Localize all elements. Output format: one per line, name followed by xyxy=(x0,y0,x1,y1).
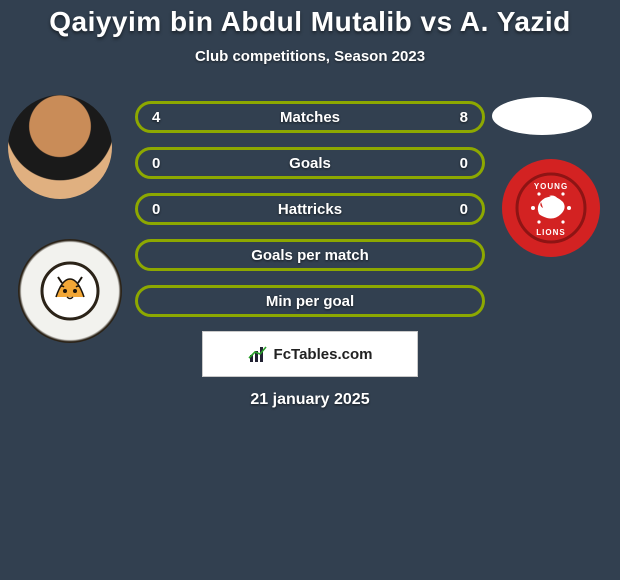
brand-box: FcTables.com xyxy=(202,331,418,377)
stat-value-left: 0 xyxy=(152,201,170,218)
svg-text:LIONS: LIONS xyxy=(536,228,565,237)
stat-value-right: 0 xyxy=(450,155,468,172)
stat-rows: 4 Matches 8 0 Goals 0 0 Hattricks 0 Goal… xyxy=(135,101,485,317)
bar-chart-icon xyxy=(248,344,268,364)
stat-row: 0 Goals 0 xyxy=(135,147,485,179)
stat-label: Matches xyxy=(138,109,482,126)
content-area: YOUNG LIONS 4 Matches 8 0 Goals 0 0 Hat xyxy=(0,101,620,409)
subtitle: Club competitions, Season 2023 xyxy=(0,48,620,65)
player1-club-badge xyxy=(18,239,122,343)
stat-value-left: 4 xyxy=(152,109,170,126)
player2-club-badge: YOUNG LIONS xyxy=(502,159,600,257)
stat-label: Hattricks xyxy=(138,201,482,218)
stat-value-left: 0 xyxy=(152,155,170,172)
brand-text: FcTables.com xyxy=(274,346,373,363)
stat-row: Goals per match xyxy=(135,239,485,271)
young-lions-badge-icon: YOUNG LIONS xyxy=(515,172,587,244)
svg-text:YOUNG: YOUNG xyxy=(534,182,568,191)
player1-photo xyxy=(8,95,112,199)
stat-row: 0 Hattricks 0 xyxy=(135,193,485,225)
comparison-card: Qaiyyim bin Abdul Mutalib vs A. Yazid Cl… xyxy=(0,0,620,409)
stat-label: Goals per match xyxy=(138,247,482,264)
stat-value-right: 0 xyxy=(450,201,468,218)
stat-label: Min per goal xyxy=(138,293,482,310)
stat-row: Min per goal xyxy=(135,285,485,317)
stat-value-right: 8 xyxy=(450,109,468,126)
date-text: 21 january 2025 xyxy=(0,391,620,409)
tiger-badge-icon xyxy=(40,261,100,321)
player2-photo-placeholder xyxy=(492,97,592,135)
stat-row: 4 Matches 8 xyxy=(135,101,485,133)
page-title: Qaiyyim bin Abdul Mutalib vs A. Yazid xyxy=(0,6,620,38)
stat-label: Goals xyxy=(138,155,482,172)
